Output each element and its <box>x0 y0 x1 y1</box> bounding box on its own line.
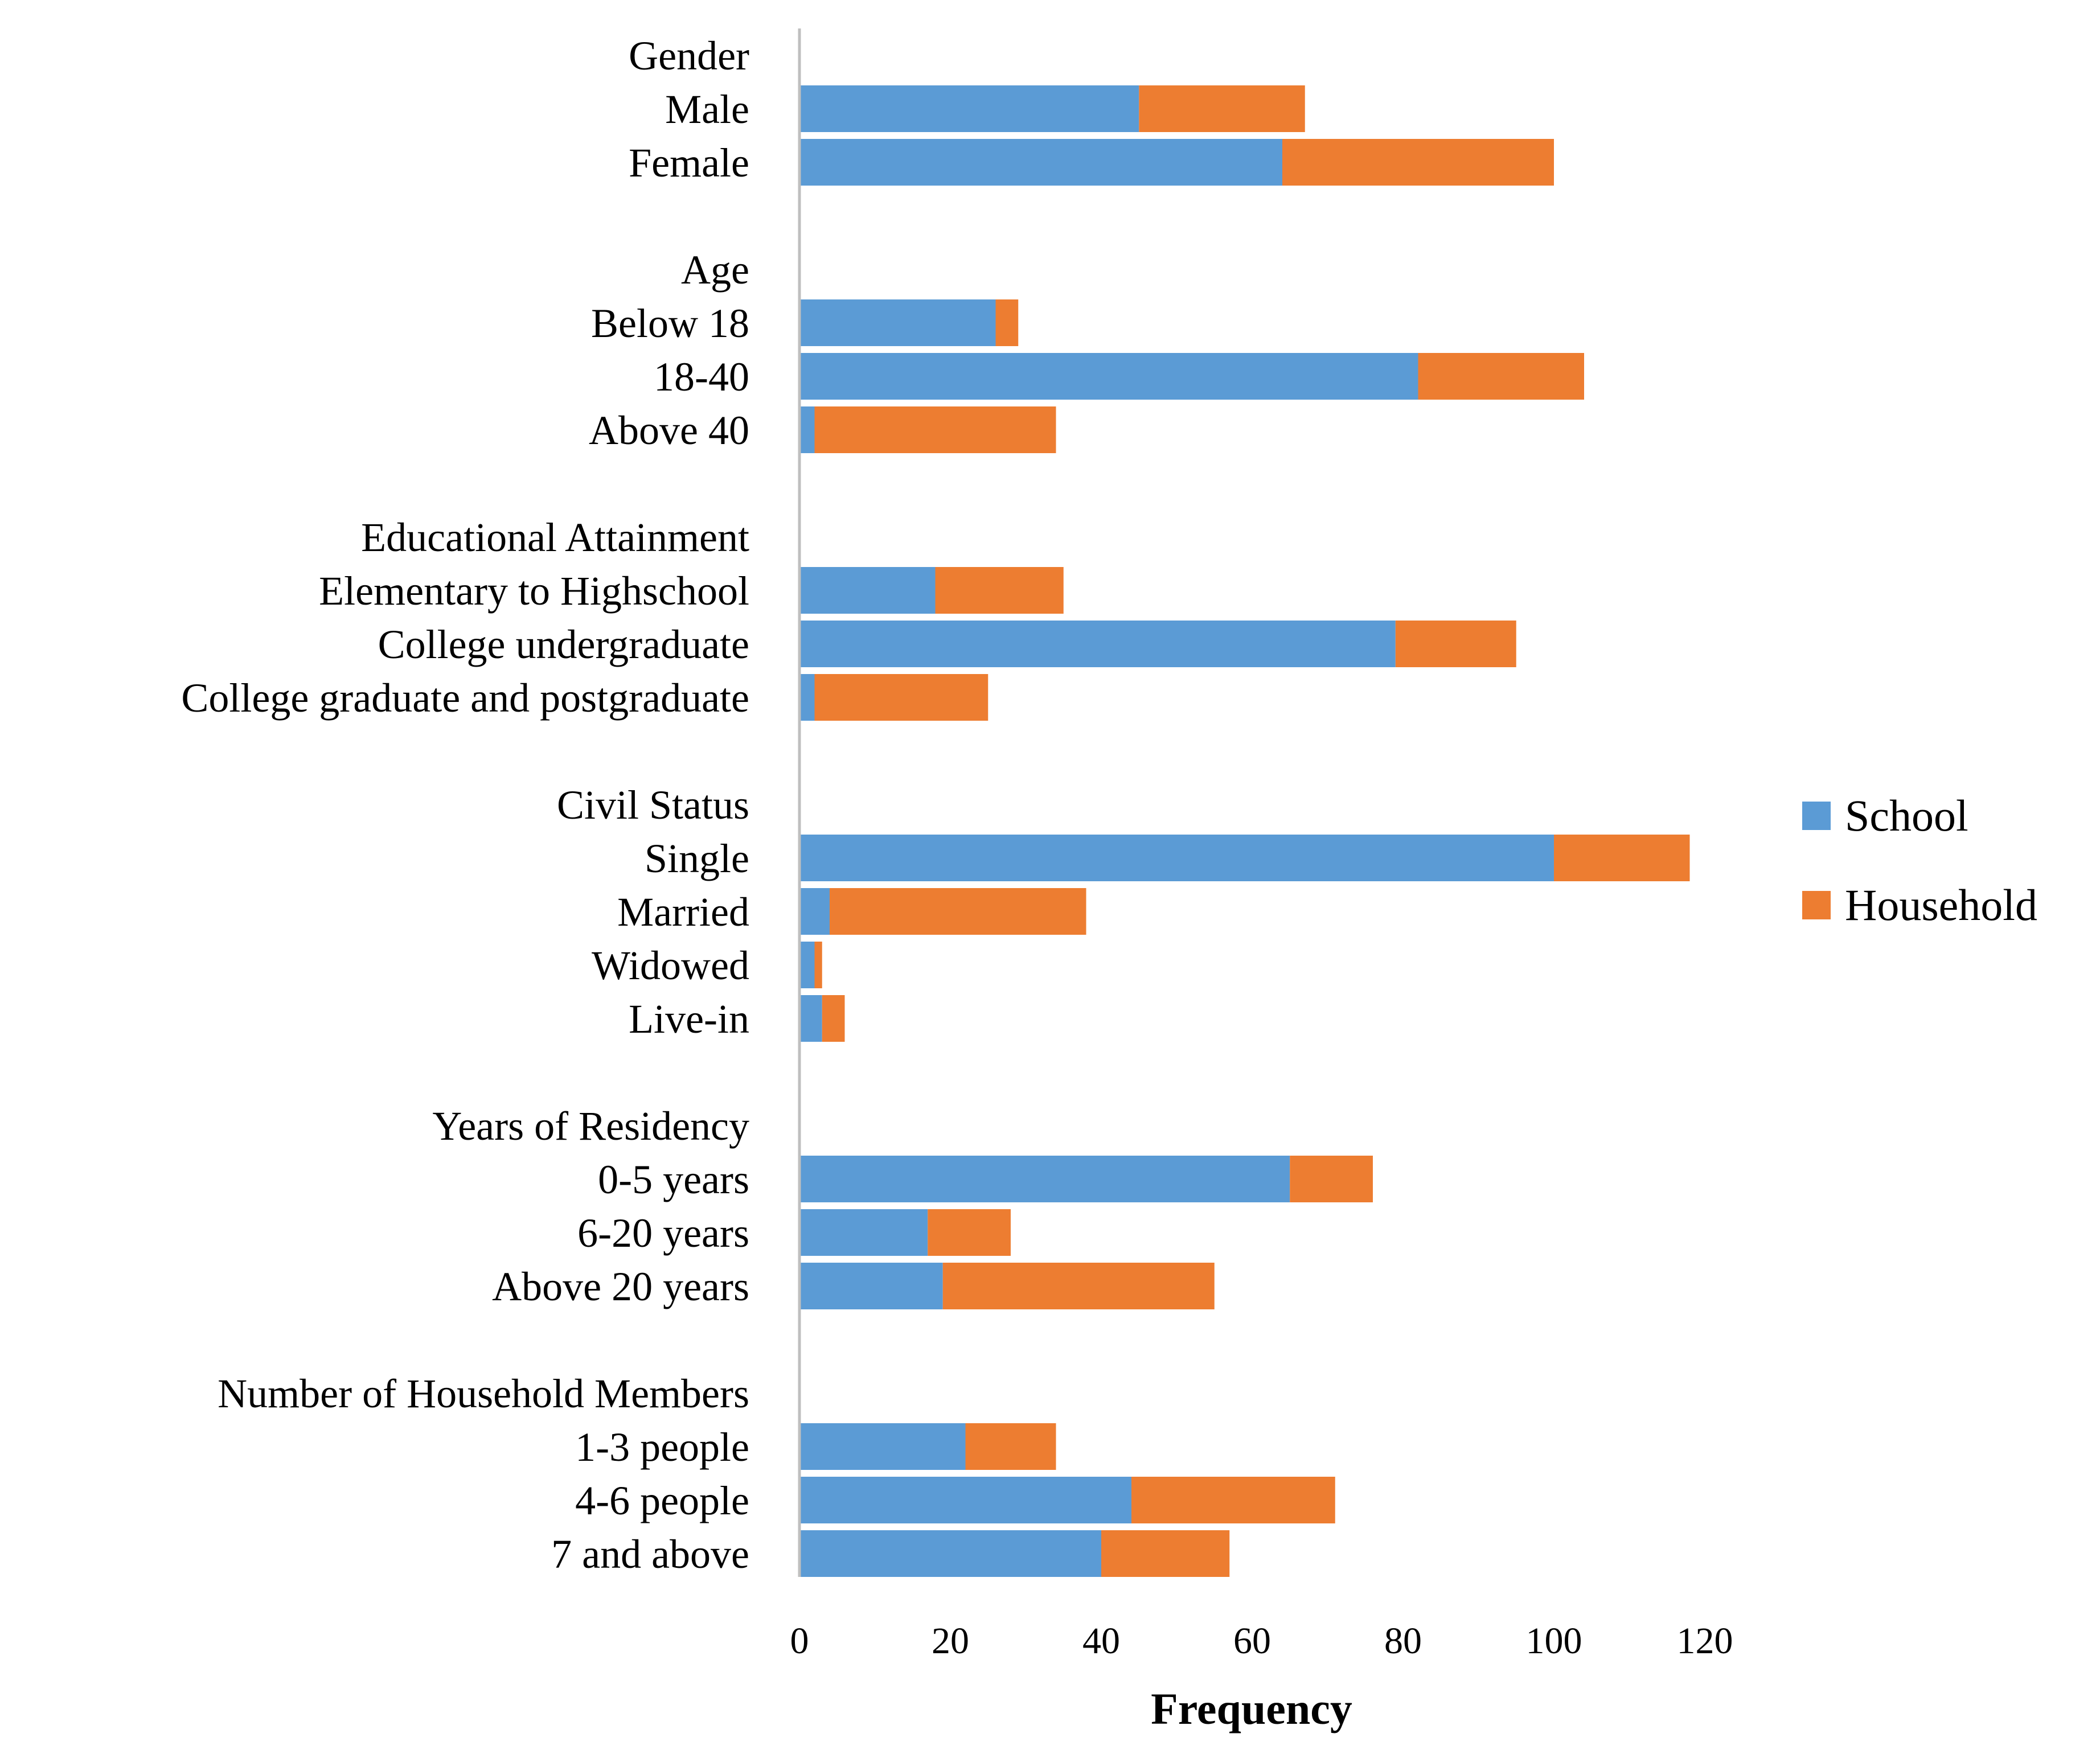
category-label-live-in: Live-in <box>629 996 749 1042</box>
legend-label-household: Household <box>1845 880 2037 930</box>
bar-household-4-6-people <box>1131 1477 1335 1523</box>
legend: School Household <box>1802 791 2037 930</box>
bar-school-1-3-people <box>799 1423 966 1470</box>
group-header-civil-status: Civil Status <box>557 782 749 828</box>
category-label-above-40: Above 40 <box>589 408 749 453</box>
bar-household-0-5-years <box>1290 1156 1373 1202</box>
x-tick-label-80: 80 <box>1384 1620 1422 1662</box>
x-tick-label-20: 20 <box>932 1620 969 1662</box>
bar-household-male <box>1139 85 1305 132</box>
bar-school-0-5-years <box>799 1156 1290 1202</box>
category-label-0-5-years: 0-5 years <box>598 1157 749 1202</box>
bar-household-above-40 <box>814 406 1056 453</box>
bar-household-18-40 <box>1418 353 1584 400</box>
bar-household-college-undergraduate <box>1395 621 1516 667</box>
category-label-married: Married <box>617 889 749 935</box>
x-tick-label-40: 40 <box>1082 1620 1120 1662</box>
bar-household-female <box>1282 139 1554 186</box>
group-header-educational-attainment: Educational Attainment <box>361 515 749 560</box>
bar-school-college-undergraduate <box>799 621 1396 667</box>
group-header-gender: Gender <box>629 33 749 79</box>
category-label-above-20-years: Above 20 years <box>492 1264 749 1309</box>
category-label-1-3-people: 1-3 people <box>575 1424 749 1470</box>
group-header-years-of-residency: Years of Residency <box>432 1103 749 1149</box>
legend-label-school: School <box>1845 791 1968 840</box>
bar-school-below-18 <box>799 299 996 346</box>
x-tick-label-100: 100 <box>1526 1620 1582 1662</box>
bar-household-college-graduate-and-postgraduate <box>814 674 989 721</box>
category-label-male: Male <box>665 87 749 132</box>
x-axis-title: Frequency <box>1151 1684 1352 1733</box>
bar-school-4-6-people <box>799 1477 1131 1523</box>
bar-household-below-18 <box>995 299 1019 346</box>
category-label-college-undergraduate: College undergraduate <box>378 622 749 667</box>
category-label-4-6-people: 4-6 people <box>575 1478 749 1523</box>
bar-school-above-20-years <box>799 1263 943 1309</box>
legend-swatch-household <box>1802 891 1831 919</box>
bar-school-female <box>799 139 1282 186</box>
category-label-college-graduate-and-postgraduate: College graduate and postgraduate <box>181 675 749 721</box>
bar-household-married <box>830 888 1086 935</box>
bar-household-elementary-to-highschool <box>935 567 1064 614</box>
bar-school-6-20-years <box>799 1209 928 1256</box>
bar-household-7-and-above <box>1101 1530 1230 1577</box>
category-label-elementary-to-highschool: Elementary to Highschool <box>319 568 749 614</box>
category-label-below-18: Below 18 <box>591 301 749 346</box>
group-header-number-of-household-members: Number of Household Members <box>218 1371 749 1416</box>
bar-household-live-in <box>822 995 845 1042</box>
bar-household-single <box>1554 835 1690 881</box>
bar-household-above-20-years <box>942 1263 1215 1309</box>
bar-school-elementary-to-highschool <box>799 567 936 614</box>
bar-school-live-in <box>799 995 822 1042</box>
bar-household-1-3-people <box>965 1423 1056 1470</box>
category-label-18-40: 18-40 <box>654 354 749 400</box>
bar-household-widowed <box>814 942 822 988</box>
x-axis-ticks: 0 20 40 60 80 100 120 <box>790 1620 1733 1662</box>
bar-school-above-40 <box>799 406 815 453</box>
category-label-single: Single <box>645 836 749 881</box>
category-label-widowed: Widowed <box>592 943 749 988</box>
category-label-6-20-years: 6-20 years <box>577 1210 749 1256</box>
bar-school-widowed <box>799 942 815 988</box>
category-labels: Gender Male Female Age Below 18 18-40 Above 40… <box>181 33 749 1577</box>
x-tick-label-60: 60 <box>1233 1620 1271 1662</box>
category-label-7-and-above: 7 and above <box>551 1531 749 1577</box>
x-tick-label-120: 120 <box>1677 1620 1733 1662</box>
bar-school-single <box>799 835 1554 881</box>
category-label-female: Female <box>629 140 749 186</box>
legend-swatch-school <box>1802 802 1831 830</box>
group-header-age: Age <box>681 247 749 293</box>
x-tick-label-0: 0 <box>790 1620 809 1662</box>
bar-household-6-20-years <box>928 1209 1011 1256</box>
bar-school-18-40 <box>799 353 1418 400</box>
bars-layer <box>799 85 1690 1577</box>
bar-school-male <box>799 85 1139 132</box>
bar-school-married <box>799 888 830 935</box>
bar-school-7-and-above <box>799 1530 1101 1577</box>
bar-school-college-graduate-and-postgraduate <box>799 674 815 721</box>
